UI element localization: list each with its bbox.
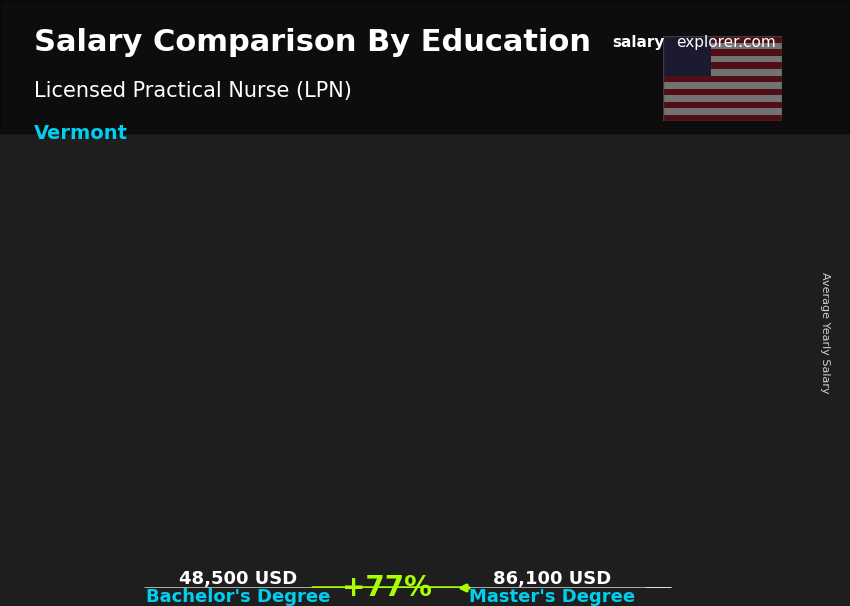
Bar [663,36,711,76]
Bar [663,50,782,56]
Bar [663,108,782,115]
Text: +77%: +77% [342,574,432,602]
Text: Bachelor's Degree: Bachelor's Degree [146,588,330,606]
Text: Master's Degree: Master's Degree [469,588,636,606]
Text: Average Yearly Salary: Average Yearly Salary [819,273,830,394]
Text: 86,100 USD: 86,100 USD [493,570,612,588]
Bar [663,69,782,76]
Bar [663,43,782,50]
Text: salary: salary [612,35,665,50]
Bar [663,56,782,62]
Bar [663,88,782,95]
Bar [663,82,782,88]
Text: Licensed Practical Nurse (LPN): Licensed Practical Nurse (LPN) [34,81,352,101]
Bar [663,115,782,121]
Text: 48,500 USD: 48,500 USD [178,570,298,588]
Text: Salary Comparison By Education: Salary Comparison By Education [34,28,591,57]
Text: Vermont: Vermont [34,124,128,143]
Bar [663,62,782,69]
Bar [663,95,782,102]
Bar [663,36,782,43]
Bar [663,76,782,82]
Bar [663,102,782,108]
Text: explorer.com: explorer.com [676,35,775,50]
